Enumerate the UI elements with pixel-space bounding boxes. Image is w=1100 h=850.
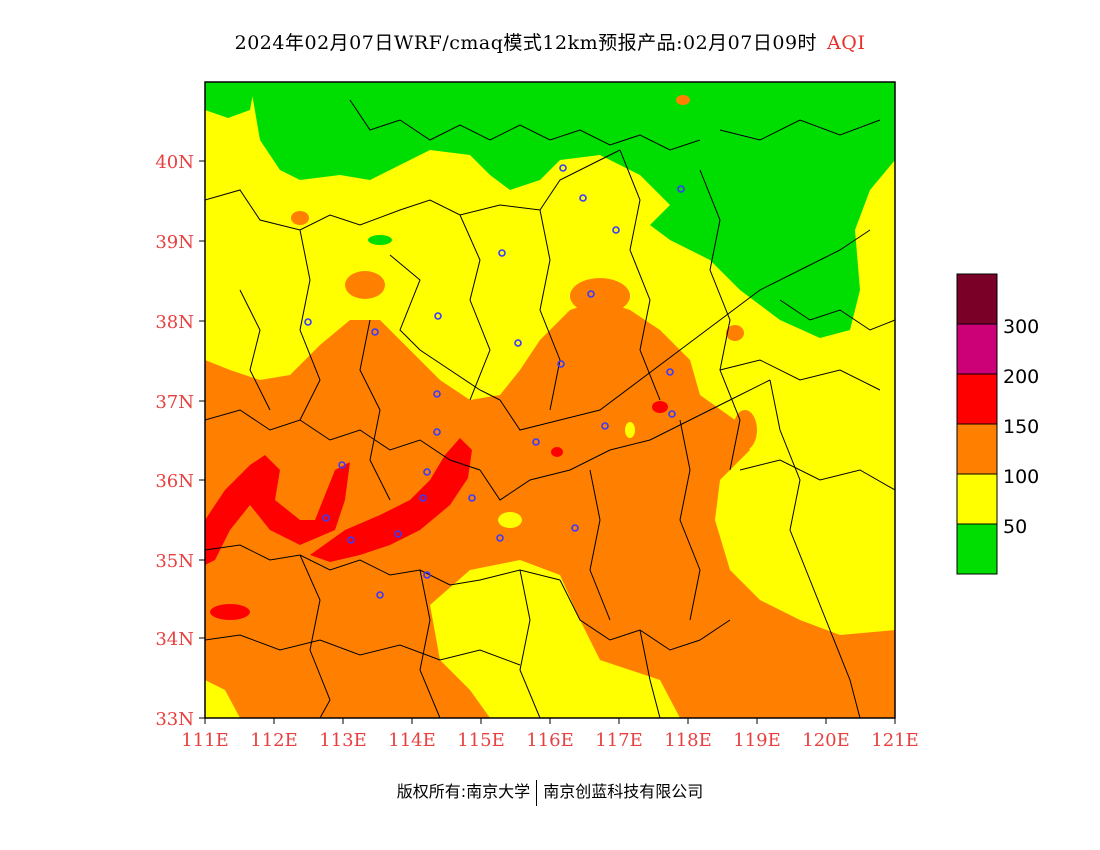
lon-label: 114E [388, 730, 436, 751]
lon-label: 118E [664, 730, 712, 751]
copyright-footer: 版权所有:南京大学 南京创蓝科技有限公司 [0, 778, 1100, 806]
lon-label: 116E [526, 730, 574, 751]
admin-boundaries [205, 99, 895, 718]
legend-label: 100 [1003, 466, 1039, 488]
city-markers [304, 164, 685, 599]
aqi-patch-orange-5 [291, 211, 309, 225]
lon-label: 117E [595, 730, 643, 751]
aqi-band-yellow-sw [205, 680, 240, 718]
legend-label: 150 [1003, 416, 1039, 438]
lon-label: 120E [802, 730, 850, 751]
lon-label: 111E [181, 730, 229, 751]
lon-label: 112E [250, 730, 298, 751]
map-title: 2024年02月07日WRF/cmaq模式12km预报产品:02月07日09时 A… [0, 28, 1100, 55]
aqi-patch-red-sw [210, 604, 250, 620]
copyright-left: 版权所有:南京大学 [396, 782, 531, 801]
lon-label: 121E [871, 730, 919, 751]
legend-swatch [957, 424, 997, 474]
aqi-band-green-west [205, 82, 255, 118]
aqi-patch-yellow-2 [625, 422, 635, 438]
lon-label: 119E [733, 730, 781, 751]
lon-label: 113E [319, 730, 367, 751]
lat-label: 34N [155, 629, 194, 650]
lon-label: 115E [457, 730, 505, 751]
legend-swatch [957, 474, 997, 524]
aqi-band-red-west [205, 455, 350, 565]
lat-tick-labels: 33N 34N 35N 36N 37N 38N 39N 40N [155, 152, 194, 730]
aqi-patch-red-east [652, 401, 668, 413]
aqi-patch-green-2 [704, 155, 716, 171]
legend-swatch [957, 274, 997, 324]
aqi-band-red-central [310, 438, 472, 562]
aqi-patch-orange-6 [676, 95, 690, 105]
aqi-band-green-north [250, 82, 895, 338]
aqi-patch-orange-1 [570, 278, 630, 314]
lat-label: 40N [155, 152, 194, 173]
aqi-patch-yellow-1 [498, 512, 522, 528]
lat-label: 38N [155, 312, 194, 333]
title-aqi: AQI [827, 32, 866, 54]
legend-swatch [957, 374, 997, 424]
lon-tick-labels: 111E 112E 113E 114E 115E 116E 117E 118E … [181, 730, 919, 751]
legend-label: 50 [1003, 516, 1027, 538]
aqi-band-yellow-south [430, 560, 680, 718]
aqi-field [205, 82, 895, 718]
aqi-patch-green-1 [368, 235, 392, 245]
legend-swatch [957, 524, 997, 574]
aqi-legend: 300 200 150 100 50 [956, 273, 1039, 575]
footer-divider [536, 779, 538, 806]
legend-label: 200 [1003, 366, 1039, 388]
aqi-patch-orange-2 [345, 271, 385, 299]
lat-label: 36N [155, 471, 194, 492]
lat-label: 39N [155, 232, 194, 253]
tick-marks [199, 160, 896, 724]
copyright-right: 南京创蓝科技有限公司 [543, 782, 704, 801]
lat-label: 35N [155, 551, 194, 572]
aqi-patch-orange-4 [733, 410, 757, 450]
legend-swatch [957, 324, 997, 374]
lat-label: 33N [155, 709, 194, 730]
title-main: 2024年02月07日WRF/cmaq模式12km预报产品:02月07日09时 [234, 32, 818, 54]
lat-label: 37N [155, 392, 194, 413]
legend-label: 300 [1003, 316, 1039, 338]
aqi-band-yellow-east [740, 390, 895, 632]
aqi-patch-orange-3 [726, 325, 744, 341]
aqi-patch-red-mid [551, 447, 563, 457]
